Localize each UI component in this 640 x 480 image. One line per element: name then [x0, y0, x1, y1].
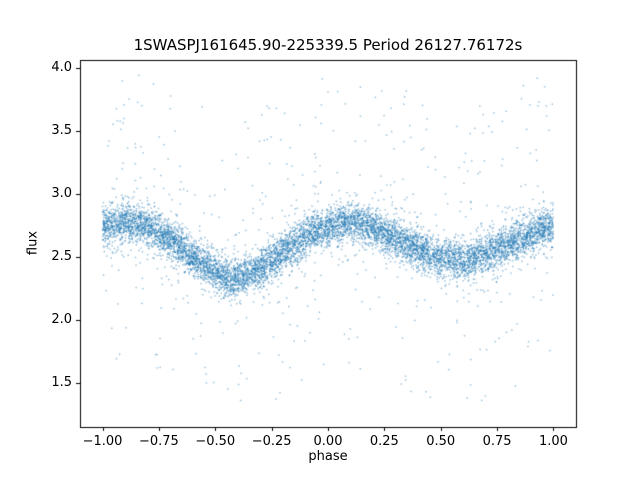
chart-title: 1SWASPJ161645.90-225339.5 Period 26127.7…	[133, 36, 523, 54]
y-tick-label: 3.0	[51, 185, 72, 201]
y-tick-label: 2.0	[51, 311, 72, 327]
x-tick-label: 1.00	[538, 434, 568, 449]
x-axis-label: phase	[308, 449, 348, 464]
y-tick-label: 3.5	[51, 122, 72, 138]
x-tick-label: 0.25	[369, 434, 399, 449]
y-tick-label: 1.5	[51, 374, 72, 390]
y-tick-label: 2.5	[51, 248, 72, 264]
y-tick-label: 4.0	[51, 59, 72, 75]
x-tick-label: −0.25	[251, 434, 292, 449]
y-axis-label: flux	[25, 230, 41, 256]
x-tick-label: −1.00	[82, 434, 123, 449]
x-tick-label: −0.75	[138, 434, 179, 449]
x-tick-label: 0.50	[426, 434, 456, 449]
x-tick-label: 0.00	[313, 434, 343, 449]
x-tick-label: −0.50	[195, 434, 236, 449]
x-tick-label: 0.75	[482, 434, 512, 449]
